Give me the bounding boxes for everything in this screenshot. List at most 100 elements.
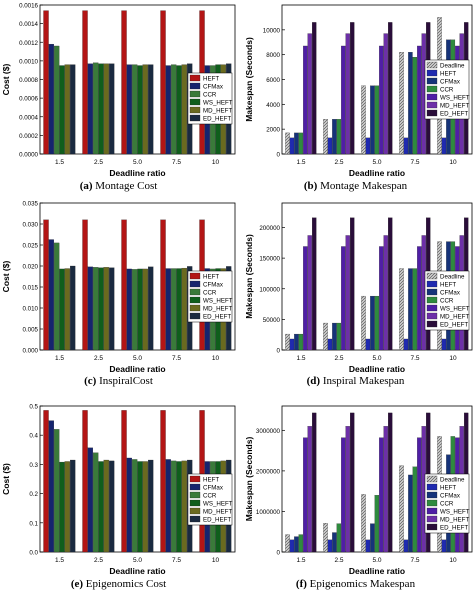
bar-ws_heft-1.5 [59, 65, 65, 155]
bar-md_heft-2.5 [103, 267, 109, 351]
legend-label-md_heft: MD_HEFT [203, 108, 232, 115]
panel-caption-text: Epigenomics Cost [83, 578, 167, 590]
bar-deadline-7.5 [399, 465, 404, 553]
bar-cfmax-2.5 [87, 266, 93, 351]
x-tick-label: 7.5 [410, 557, 419, 564]
bar-ccr-2.5 [93, 62, 99, 155]
legend-swatch-ws_heft [426, 93, 438, 101]
bar-cfmax-2.5 [332, 119, 337, 155]
bar-ws_heft-2.5 [341, 246, 346, 351]
x-axis-title: Deadline ratio [109, 364, 165, 374]
bar-ws_heft-7.5 [417, 45, 422, 155]
bar-heft-1.5 [289, 137, 295, 155]
bar-cfmax-5.0 [370, 295, 375, 351]
legend-label-ws_heft: WS_HEFT [440, 509, 470, 516]
legend-label-ed_heft: ED_HEFT [440, 322, 468, 329]
x-tick-label: 5.0 [372, 355, 381, 362]
bar-ccr-7.5 [171, 268, 177, 351]
bar-heft-7.5 [160, 10, 166, 155]
legend-label-heft: HEFT [203, 477, 219, 484]
x-axis-title: Deadline ratio [349, 168, 405, 178]
bar-ws_heft-1.5 [303, 45, 308, 155]
legend-swatch-ed_heft [189, 515, 201, 523]
legend-swatch-ccr [189, 491, 201, 499]
legend-label-md_heft: MD_HEFT [203, 306, 232, 313]
y-tick-label: 100000 [259, 286, 280, 293]
legend-label-ed_heft: ED_HEFT [440, 111, 468, 118]
bar-ed_heft-1.5 [312, 412, 317, 553]
legend-swatch-heft [426, 69, 438, 77]
y-tick-label: 0.025 [23, 243, 39, 250]
y-tick-label: 50000 [263, 317, 281, 324]
legend-swatch-cfmax [426, 77, 438, 85]
legend-swatch-ws_heft [426, 304, 438, 312]
bar-md_heft-5.0 [383, 426, 388, 553]
bar-ws_heft-7.5 [417, 437, 422, 553]
legend-swatch-ws_heft [189, 98, 201, 106]
x-tick-label: 7.5 [410, 159, 419, 166]
bar-ws_heft-2.5 [341, 45, 346, 155]
x-tick-label: 2.5 [334, 557, 343, 564]
x-tick-label: 7.5 [172, 159, 181, 166]
panel-caption-text: Epigenomics Makespan [306, 578, 416, 590]
bar-heft-5.0 [365, 338, 371, 351]
legend-swatch-ed_heft [426, 320, 438, 328]
legend-swatch-ccr [426, 499, 438, 507]
bar-ed_heft-1.5 [70, 459, 76, 553]
bar-ed_heft-5.0 [148, 64, 154, 155]
bar-ed_heft-1.5 [70, 64, 76, 155]
bar-heft-2.5 [82, 10, 88, 155]
bar-deadline-7.5 [399, 268, 404, 351]
legend-label-cfmax: CFMax [440, 290, 461, 297]
panel-caption: (f) Epigenomics Makespan [237, 578, 474, 590]
bar-deadline-1.5 [285, 534, 290, 553]
legend: DeadlineHEFTCFMaxCCRWS_HEFTMD_HEFTED_HEF… [424, 270, 470, 331]
legend-swatch-deadline [426, 475, 438, 483]
legend: DeadlineHEFTCFMaxCCRWS_HEFTMD_HEFTED_HEF… [424, 473, 470, 534]
bar-cfmax-5.0 [126, 268, 132, 351]
legend-label-heft: HEFT [440, 485, 456, 492]
bar-md_heft-5.0 [383, 33, 388, 155]
bar-cfmax-1.5 [48, 239, 54, 351]
bar-ws_heft-5.0 [137, 461, 143, 553]
panel-caption: (c) InspiralCost [0, 375, 237, 387]
x-tick-label: 2.5 [334, 159, 343, 166]
bar-ed_heft-2.5 [350, 412, 355, 553]
legend-swatch-deadline [426, 61, 438, 69]
y-tick-label: 8000 [266, 52, 280, 59]
bar-heft-2.5 [327, 338, 333, 351]
bar-ccr-2.5 [336, 119, 342, 155]
legend-swatch-ccr [426, 296, 438, 304]
panel-caption: (d) Inspiral Makespan [237, 375, 474, 387]
y-axis-title: Makespan (Seconds) [244, 37, 254, 122]
legend-swatch-ed_heft [426, 109, 438, 117]
bar-cfmax-7.5 [408, 268, 413, 351]
bar-heft-7.5 [403, 137, 409, 155]
bar-ccr-2.5 [93, 452, 99, 553]
bar-deadline-5.0 [361, 295, 366, 351]
x-tick-label: 1.5 [296, 355, 305, 362]
legend-swatch-ws_heft [189, 296, 201, 304]
x-tick-label: 5.0 [133, 557, 142, 564]
bar-cfmax-1.5 [48, 420, 54, 553]
bar-heft-2.5 [327, 137, 333, 155]
bar-ws_heft-1.5 [303, 246, 308, 351]
bar-heft-1.5 [43, 10, 49, 155]
x-tick-label: 1.5 [55, 159, 64, 166]
panel-letter: (f) [295, 578, 307, 590]
bar-ed_heft-5.0 [148, 459, 154, 553]
bar-ws_heft-7.5 [176, 268, 182, 351]
legend-label-ws_heft: WS_HEFT [203, 501, 233, 508]
bar-ws_heft-5.0 [379, 45, 384, 155]
bar-ed_heft-5.0 [388, 412, 393, 553]
x-tick-label: 5.0 [133, 355, 142, 362]
bar-ws_heft-5.0 [379, 437, 384, 553]
bar-cfmax-2.5 [332, 532, 337, 553]
bar-heft-5.0 [121, 219, 127, 351]
y-tick-label: 0.0002 [19, 133, 38, 140]
bar-heft-1.5 [289, 539, 295, 553]
y-tick-label: 0.010 [23, 306, 39, 313]
legend-label-heft: HEFT [440, 282, 456, 289]
y-tick-label: 0.005 [23, 327, 39, 334]
